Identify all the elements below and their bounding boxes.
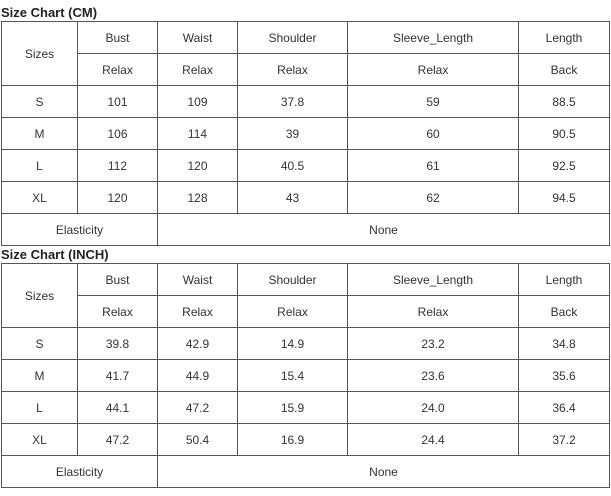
column-header: Sleeve_Length: [347, 21, 519, 54]
column-header: Bust: [77, 21, 158, 54]
table-row: S 101 109 37.8 59 88.5: [1, 85, 610, 118]
table-cell: 15.4: [237, 359, 348, 392]
column-header: Sleeve_Length: [347, 263, 519, 296]
column-header: Sizes: [1, 21, 78, 86]
column-subheader: Relax: [347, 295, 519, 328]
column-subheader: Relax: [347, 53, 519, 86]
table-cell: 37.2: [518, 423, 610, 456]
elasticity-row: Elasticity None: [1, 213, 610, 246]
column-subheader: Relax: [77, 295, 158, 328]
chart-title: Size Chart (INCH): [1, 247, 109, 262]
column-subheader: Relax: [157, 53, 238, 86]
table-cell: 128: [157, 181, 238, 214]
table-cell: 41.7: [77, 359, 158, 392]
subheader-row: Relax Relax Relax Relax Back: [2, 53, 610, 86]
column-subheader: Relax: [237, 53, 348, 86]
table-row: M 41.7 44.9 15.4 23.6 35.6: [1, 359, 610, 392]
table-cell: 47.2: [77, 423, 158, 456]
table-cell: 24.4: [347, 423, 519, 456]
table-cell: 24.0: [347, 391, 519, 424]
column-subheader: Back: [518, 53, 610, 86]
table-cell: 120: [157, 149, 238, 182]
subheader-row: Relax Relax Relax Relax Back: [2, 295, 610, 328]
table-cell: 40.5: [237, 149, 348, 182]
table-cell: 15.9: [237, 391, 348, 424]
table-cell: 60: [347, 117, 519, 150]
table-cell: 50.4: [157, 423, 238, 456]
size-chart-table: Sizes Bust Waist Shoulder Sleeve_Length Lengt…: [1, 263, 610, 488]
table-cell: 43: [237, 181, 348, 214]
size-label: XL: [1, 181, 78, 214]
table-cell: 106: [77, 117, 158, 150]
elasticity-row: Elasticity None: [1, 455, 610, 488]
header-row: Sizes Bust Waist Shoulder Sleeve_Length Lengt…: [1, 263, 610, 328]
size-label: M: [1, 117, 78, 150]
table-row: M 106 114 39 60 90.5: [1, 117, 610, 150]
column-subheader: Back: [518, 295, 610, 328]
table-cell: 62: [347, 181, 519, 214]
column-header: Shoulder: [237, 21, 348, 54]
header-row: Sizes Bust Waist Shoulder Sleeve_Length Lengt…: [1, 21, 610, 86]
table-cell: 120: [77, 181, 158, 214]
column-subheader: Relax: [77, 53, 158, 86]
table-cell: 35.6: [518, 359, 610, 392]
size-label: L: [1, 149, 78, 182]
elasticity-label: Elasticity: [1, 455, 158, 488]
column-header: Shoulder: [237, 263, 348, 296]
table-cell: 101: [77, 85, 158, 118]
table-cell: 61: [347, 149, 519, 182]
table-row: L 112 120 40.5 61 92.5: [1, 149, 610, 182]
elasticity-label: Elasticity: [1, 213, 158, 246]
table-row: L 44.1 47.2 15.9 24.0 36.4: [1, 391, 610, 424]
table-cell: 47.2: [157, 391, 238, 424]
size-label: S: [1, 327, 78, 360]
column-header: Waist: [157, 21, 238, 54]
size-label: XL: [1, 423, 78, 456]
table-cell: 109: [157, 85, 238, 118]
table-cell: 44.9: [157, 359, 238, 392]
table-cell: 94.5: [518, 181, 610, 214]
table-cell: 14.9: [237, 327, 348, 360]
table-cell: 39.8: [77, 327, 158, 360]
table-cell: 34.8: [518, 327, 610, 360]
column-subheader: Relax: [157, 295, 238, 328]
size-label: M: [1, 359, 78, 392]
table-row: XL 47.2 50.4 16.9 24.4 37.2: [1, 423, 610, 456]
column-subheader: Relax: [237, 295, 348, 328]
table-cell: 23.6: [347, 359, 519, 392]
table-cell: 90.5: [518, 117, 610, 150]
table-cell: 114: [157, 117, 238, 150]
table-cell: 37.8: [237, 85, 348, 118]
table-cell: 42.9: [157, 327, 238, 360]
column-header: Bust: [77, 263, 158, 296]
table-cell: 88.5: [518, 85, 610, 118]
size-label: L: [1, 391, 78, 424]
elasticity-value: None: [157, 213, 610, 246]
table-row: S 39.8 42.9 14.9 23.2 34.8: [1, 327, 610, 360]
column-header: Sizes: [1, 263, 78, 328]
column-header: Length: [518, 263, 610, 296]
size-chart-table: Sizes Bust Waist Shoulder Sleeve_Length Lengt…: [1, 21, 610, 246]
column-header: Waist: [157, 263, 238, 296]
elasticity-value: None: [157, 455, 610, 488]
table-row: XL 120 128 43 62 94.5: [1, 181, 610, 214]
size-label: S: [1, 85, 78, 118]
table-cell: 16.9: [237, 423, 348, 456]
table-cell: 44.1: [77, 391, 158, 424]
column-header: Length: [518, 21, 610, 54]
table-cell: 39: [237, 117, 348, 150]
table-cell: 92.5: [518, 149, 610, 182]
chart-title: Size Chart (CM): [1, 5, 98, 20]
table-cell: 36.4: [518, 391, 610, 424]
table-cell: 59: [347, 85, 519, 118]
table-cell: 23.2: [347, 327, 519, 360]
size-charts: Size Chart (CM) Sizes Bust Waist Shoulder Sle…: [0, 5, 611, 488]
table-cell: 112: [77, 149, 158, 182]
